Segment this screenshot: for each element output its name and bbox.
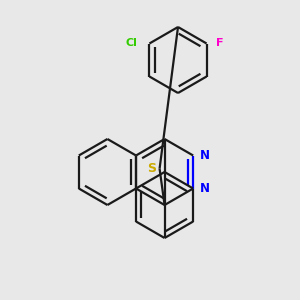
- Text: N: N: [200, 182, 210, 195]
- Text: F: F: [216, 38, 223, 49]
- Text: S: S: [148, 162, 157, 175]
- Text: N: N: [200, 149, 210, 162]
- Text: Cl: Cl: [125, 38, 137, 49]
